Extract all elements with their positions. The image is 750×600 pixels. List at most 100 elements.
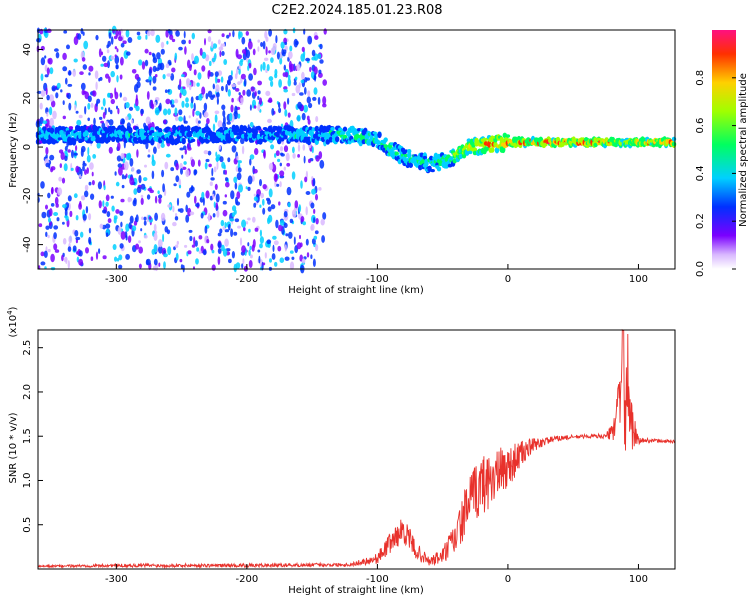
noise-speckle: [236, 191, 241, 200]
snr-x-label: Height of straight line (km): [288, 585, 424, 596]
noise-speckle: [157, 141, 161, 149]
noise-speckle: [216, 97, 219, 105]
spectrogram-y-label: Frequency (Hz): [8, 112, 19, 188]
noise-speckle: [206, 239, 210, 244]
noise-speckle: [152, 57, 158, 64]
noise-speckle: [257, 80, 262, 86]
noise-speckle: [170, 104, 175, 108]
noise-speckle: [215, 84, 220, 93]
noise-speckle: [254, 148, 259, 155]
noise-speckle: [213, 166, 217, 173]
noise-speckle: [279, 181, 282, 188]
noise-speckle: [87, 146, 90, 156]
noise-speckle: [125, 102, 130, 109]
noise-speckle: [216, 92, 220, 98]
noise-speckle: [217, 120, 223, 128]
noise-speckle: [102, 209, 107, 214]
noise-speckle: [127, 235, 132, 243]
noise-speckle: [117, 142, 121, 151]
noise-speckle: [157, 190, 160, 194]
noise-speckle: [273, 240, 279, 246]
noise-speckle: [291, 171, 296, 180]
noise-speckle: [310, 202, 315, 209]
ridge-cell: [429, 155, 434, 161]
spectrogram-x-tick-label: -300: [105, 274, 128, 285]
noise-speckle: [279, 146, 284, 152]
noise-speckle: [191, 53, 194, 61]
noise-speckle: [125, 153, 130, 161]
noise-speckle: [160, 212, 166, 222]
noise-speckle: [193, 102, 196, 112]
noise-speckle: [254, 227, 259, 232]
noise-speckle: [120, 152, 125, 160]
spectrogram-x-label: Height of straight line (km): [288, 285, 424, 296]
noise-speckle: [178, 116, 184, 122]
noise-speckle: [153, 258, 158, 266]
noise-speckle: [71, 149, 74, 159]
noise-speckle: [138, 175, 142, 184]
noise-speckle: [169, 34, 174, 40]
spectrogram-x-tick-label: 0: [505, 274, 511, 285]
noise-speckle: [257, 46, 260, 52]
noise-speckle: [140, 183, 146, 190]
noise-speckle: [195, 203, 200, 208]
noise-speckle: [92, 90, 95, 94]
noise-speckle: [136, 81, 141, 89]
noise-speckle: [195, 110, 201, 116]
noise-speckle: [231, 212, 236, 218]
noise-speckle: [102, 97, 106, 107]
noise-speckle: [188, 115, 191, 119]
noise-speckle: [201, 65, 206, 72]
colorbar: 0.0 0.2 0.4 0.6 0.8 Normalized spectral ampl…: [695, 30, 749, 277]
noise-speckle: [51, 100, 56, 108]
noise-speckle: [163, 261, 166, 269]
noise-speckle: [304, 176, 308, 183]
noise-speckle: [268, 188, 273, 198]
noise-speckle: [215, 156, 220, 162]
colorbar-tick-label: 0.4: [695, 165, 706, 181]
ridge-cell: [408, 162, 413, 168]
noise-speckle: [148, 51, 152, 56]
noise-speckle: [125, 116, 129, 121]
colorbar-ticks: 0.0 0.2 0.4 0.6 0.8: [695, 70, 736, 277]
noise-speckle: [317, 53, 322, 59]
noise-speckle: [296, 63, 301, 71]
noise-speckle: [271, 108, 275, 116]
noise-speckle: [120, 221, 123, 228]
noise-speckle: [253, 168, 258, 174]
noise-speckle: [268, 28, 272, 37]
noise-speckle: [300, 216, 305, 223]
noise-speckle: [105, 223, 111, 229]
noise-speckle: [278, 224, 283, 232]
noise-speckle: [127, 197, 133, 202]
noise-speckle: [49, 106, 53, 116]
noise-speckle: [195, 118, 199, 124]
noise-speckle: [311, 146, 314, 154]
noise-speckle: [306, 96, 311, 104]
noise-speckle: [73, 58, 78, 63]
noise-speckle: [108, 146, 113, 154]
noise-speckle: [308, 102, 313, 109]
noise-speckle: [248, 260, 253, 268]
noise-speckle: [62, 238, 67, 245]
spectrogram-x-tick-label: -100: [366, 274, 389, 285]
noise-speckle: [162, 183, 166, 193]
noise-speckle: [291, 209, 297, 218]
noise-speckle: [197, 72, 202, 80]
noise-speckle: [88, 227, 92, 234]
noise-speckle: [88, 72, 91, 76]
noise-speckle: [275, 150, 280, 157]
noise-speckle: [53, 232, 57, 240]
noise-speckle: [276, 51, 280, 60]
noise-speckle: [154, 107, 160, 116]
noise-speckle: [116, 48, 119, 53]
noise-speckle: [210, 243, 214, 251]
noise-speckle: [270, 57, 274, 63]
noise-speckle: [306, 252, 310, 258]
noise-speckle: [52, 110, 57, 120]
noise-speckle: [262, 262, 266, 266]
noise-speckle: [56, 82, 61, 89]
noise-speckle: [102, 200, 105, 208]
noise-speckle: [137, 35, 142, 40]
noise-speckle: [243, 78, 247, 87]
